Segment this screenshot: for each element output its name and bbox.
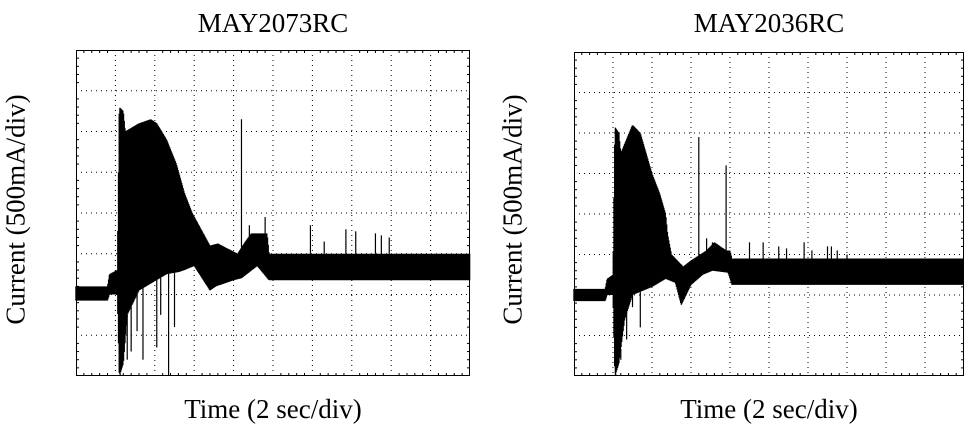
plot-frame [76,50,470,376]
chart-title: MAY2073RC [197,8,349,38]
y-axis-label: Current (500mA/div) [497,94,528,325]
x-axis-label: Time (2 sec/div) [680,394,858,424]
x-axis-label: Time (2 sec/div) [184,394,362,424]
chart-panel-left: MAY2073RC Current (500mA/div) Time (2 se… [0,8,471,424]
chart-panel-right: MAY2036RC Current (500mA/div) Time (2 se… [482,0,964,427]
oscilloscope-plot [573,52,964,376]
oscilloscope-plot [75,50,471,376]
chart-title: MAY2036RC [693,8,845,38]
y-axis-label: Current (500mA/div) [0,94,31,325]
